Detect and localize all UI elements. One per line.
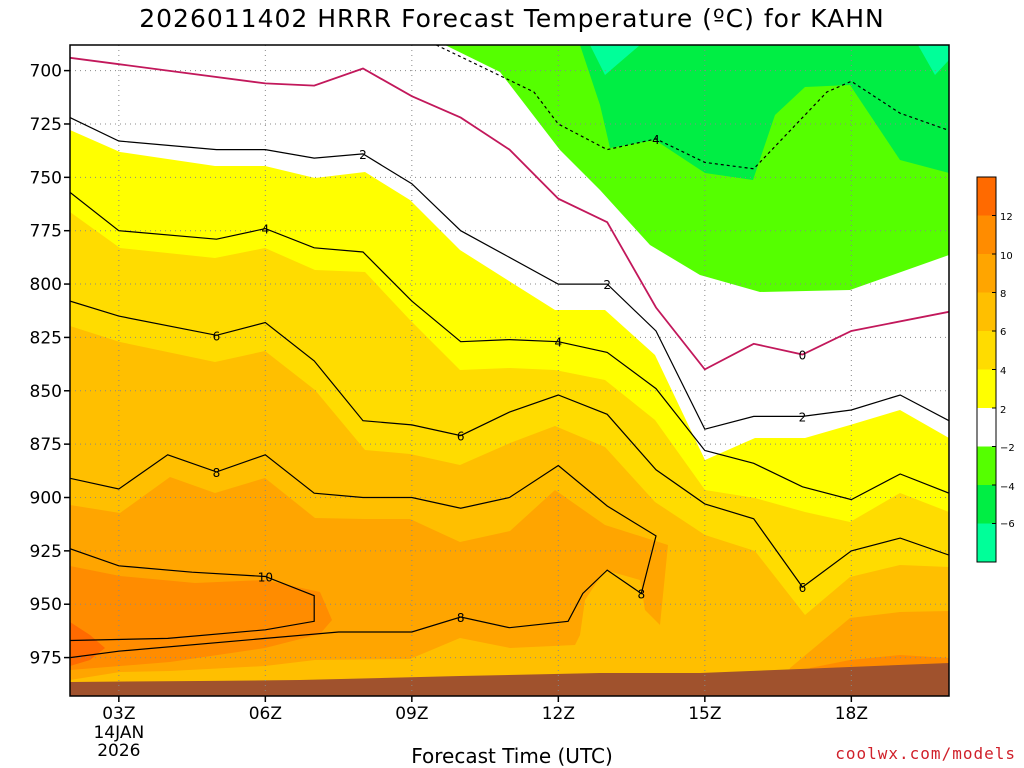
x-tick-label: 15Z: [688, 704, 721, 724]
isotherm-label: 4: [555, 336, 563, 350]
colorbar-label: 12: [1000, 212, 1013, 223]
colorbar-swatch: [977, 446, 996, 485]
isotherm-label: 10: [258, 570, 273, 584]
colorbar-swatch: [977, 331, 996, 370]
y-tick-label: 800: [30, 275, 62, 295]
chart-title: 2026011402 HRRR Forecast Temperature (ºC…: [139, 4, 885, 33]
colorbar-swatch: [977, 408, 996, 447]
y-tick-label: 900: [30, 488, 62, 508]
colorbar-label: 8: [1000, 289, 1006, 300]
y-tick-label: 975: [30, 649, 62, 669]
isotherm-label: 8: [457, 611, 465, 625]
colorbar-label: −6: [1000, 519, 1015, 530]
x-tick-label: 18Z: [835, 704, 868, 724]
isotherm-6: [70, 300, 949, 588]
isotherm-label: 6: [213, 329, 221, 343]
isotherm-label: 8: [213, 466, 221, 480]
x-date-label: 14JAN: [93, 723, 144, 743]
y-tick-label: 775: [30, 222, 62, 242]
temp-band-minus2-to-minus4: [445, 45, 949, 292]
isotherm-label: 6: [457, 430, 465, 444]
colorbar-swatch: [977, 523, 996, 562]
isotherm-label: 4: [652, 133, 660, 147]
colorbar-swatch: [977, 292, 996, 331]
colorbar-swatch: [977, 369, 996, 408]
isotherm-label: 4: [262, 223, 270, 237]
grid-lines: [70, 45, 949, 696]
colorbar-swatch: [977, 254, 996, 293]
x-axis-title: Forecast Time (UTC): [411, 744, 613, 768]
isotherm-label: 0: [799, 348, 807, 362]
colorbar-label: 2: [1000, 405, 1006, 416]
colorbar-swatch: [977, 177, 996, 216]
x-tick-label: 03Z: [102, 704, 135, 724]
isotherm-4: [70, 191, 949, 501]
x-tick-label: 12Z: [542, 704, 575, 724]
colorbar-swatch: [977, 215, 996, 254]
isotherm-0: [70, 56, 949, 371]
y-tick-label: 725: [30, 115, 62, 135]
x-tick-label: 06Z: [249, 704, 282, 724]
y-tick-label: 950: [30, 595, 62, 615]
colorbar-swatch: [977, 485, 996, 524]
isotherm-label: 2: [603, 278, 611, 292]
isotherm-label: 2: [359, 148, 367, 162]
isotherm-label: 6: [799, 581, 807, 595]
y-tick-label: 925: [30, 542, 62, 562]
plot-frame: [69, 44, 950, 697]
colorbar-legend: 12 10 8 6 4 2 −2 −4 −6: [976, 176, 1015, 563]
y-tick-label: 825: [30, 328, 62, 348]
y-axis: 700 725 750 775 800 825 850 875 900 925 950 975: [30, 62, 70, 669]
x-tick-label: 09Z: [395, 704, 428, 724]
colorbar-label: 6: [1000, 327, 1006, 338]
ground-surface: [70, 663, 949, 696]
isotherm-label: 2: [799, 410, 807, 424]
isotherm-10: [70, 548, 315, 642]
colorbar-label: 10: [1000, 251, 1013, 262]
isotherm-label: 8: [638, 588, 646, 602]
x-date-label: 2026: [97, 741, 140, 761]
y-tick-label: 750: [30, 168, 62, 188]
colorbar-label: 4: [1000, 366, 1006, 377]
isotherm-8: [70, 454, 657, 659]
temp-band-below-minus6: [590, 45, 949, 75]
temp-band-12-to-14: [70, 622, 105, 666]
isotherm-2: [70, 117, 949, 430]
y-tick-label: 875: [30, 435, 62, 455]
colorbar-label: −2: [1000, 443, 1015, 454]
y-tick-label: 850: [30, 382, 62, 402]
site-credit[interactable]: coolwx.com/models: [835, 744, 1016, 763]
y-tick-label: 700: [30, 62, 62, 82]
colorbar-label: −4: [1000, 482, 1015, 493]
temp-band-10-to-12: [70, 566, 332, 670]
isotherm-minus4: [436, 45, 949, 170]
